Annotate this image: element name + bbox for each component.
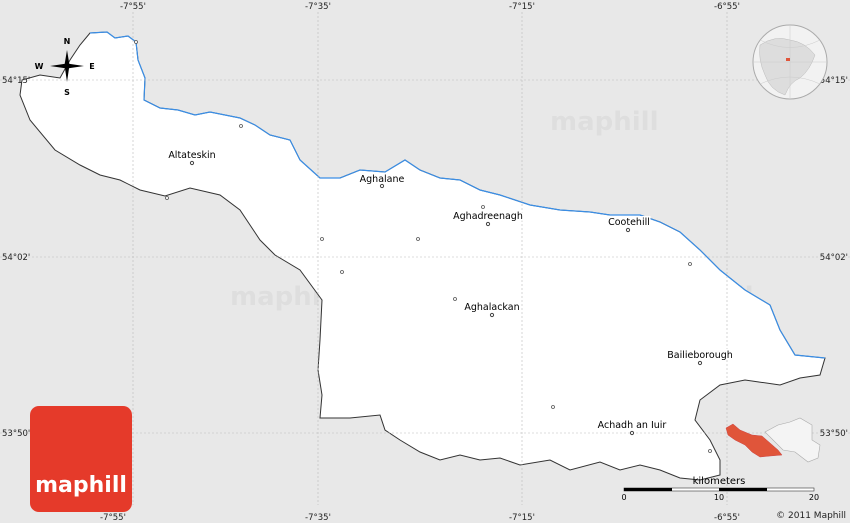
svg-text:Cootehill: Cootehill [608,217,650,228]
latitude-labels: 54°15' 54°02' 53°50' 54°15' 54°02' 53°50… [2,76,848,439]
copyright: © 2011 Maphill [776,511,846,521]
svg-text:Aghadreenagh: Aghadreenagh [453,211,523,222]
logo-text: maphill [35,473,127,498]
town-achadh-an-iuir[interactable]: Achadh an Iuir [596,419,668,436]
minor-settlements [134,40,712,453]
town-altateskin[interactable]: Altateskin [167,149,217,166]
svg-text:-6°55': -6°55' [714,513,740,523]
graticule [0,12,850,505]
svg-text:-6°55': -6°55' [714,2,740,12]
svg-text:-7°15': -7°15' [509,513,535,523]
longitude-labels: -7°55' -7°35' -7°15' -6°55' -7°55' -7°35… [100,2,740,523]
svg-text:54°15': 54°15' [2,76,30,86]
globe-locator [752,24,828,100]
county-land[interactable] [19,31,826,481]
svg-text:0: 0 [621,493,626,502]
svg-text:E: E [89,62,94,71]
svg-text:10: 10 [714,493,724,502]
town-cootehill[interactable]: Cootehill [607,216,651,233]
water-border-north [89,31,826,359]
svg-text:maphill: maphill [550,107,659,137]
svg-text:-7°15': -7°15' [509,2,535,12]
maphill-logo[interactable]: maphill [30,406,132,512]
svg-text:53°50': 53°50' [2,429,30,439]
svg-text:-7°55': -7°55' [120,2,146,12]
town-aghalane[interactable]: Aghalane [358,173,406,189]
compass-rose: N S E W [35,37,95,97]
svg-text:-7°35': -7°35' [305,513,331,523]
svg-text:kilometers: kilometers [693,476,746,487]
county-locator-inset [725,417,821,463]
town-bailieborough[interactable]: Bailieborough [666,349,734,366]
scale-bar: kilometers 0 10 20 [621,476,819,502]
svg-text:S: S [64,88,70,97]
svg-text:W: W [35,62,44,71]
town-aghadreenagh[interactable]: Aghadreenagh [452,210,524,227]
svg-text:Aghalackan: Aghalackan [464,302,519,313]
svg-text:N: N [64,37,71,46]
svg-text:-7°35': -7°35' [305,2,331,12]
svg-text:53°50': 53°50' [820,429,848,439]
svg-text:20: 20 [809,493,819,502]
svg-text:Aghalane: Aghalane [360,174,405,185]
svg-text:54°02': 54°02' [820,253,848,263]
town-aghalackan[interactable]: Aghalackan [463,301,521,318]
svg-text:-7°55': -7°55' [100,513,126,523]
svg-text:Altateskin: Altateskin [168,150,215,161]
svg-text:54°15': 54°15' [820,76,848,86]
svg-text:54°02': 54°02' [2,253,30,263]
svg-text:Bailieborough: Bailieborough [667,350,733,361]
svg-text:Achadh an Iuir: Achadh an Iuir [598,420,667,431]
